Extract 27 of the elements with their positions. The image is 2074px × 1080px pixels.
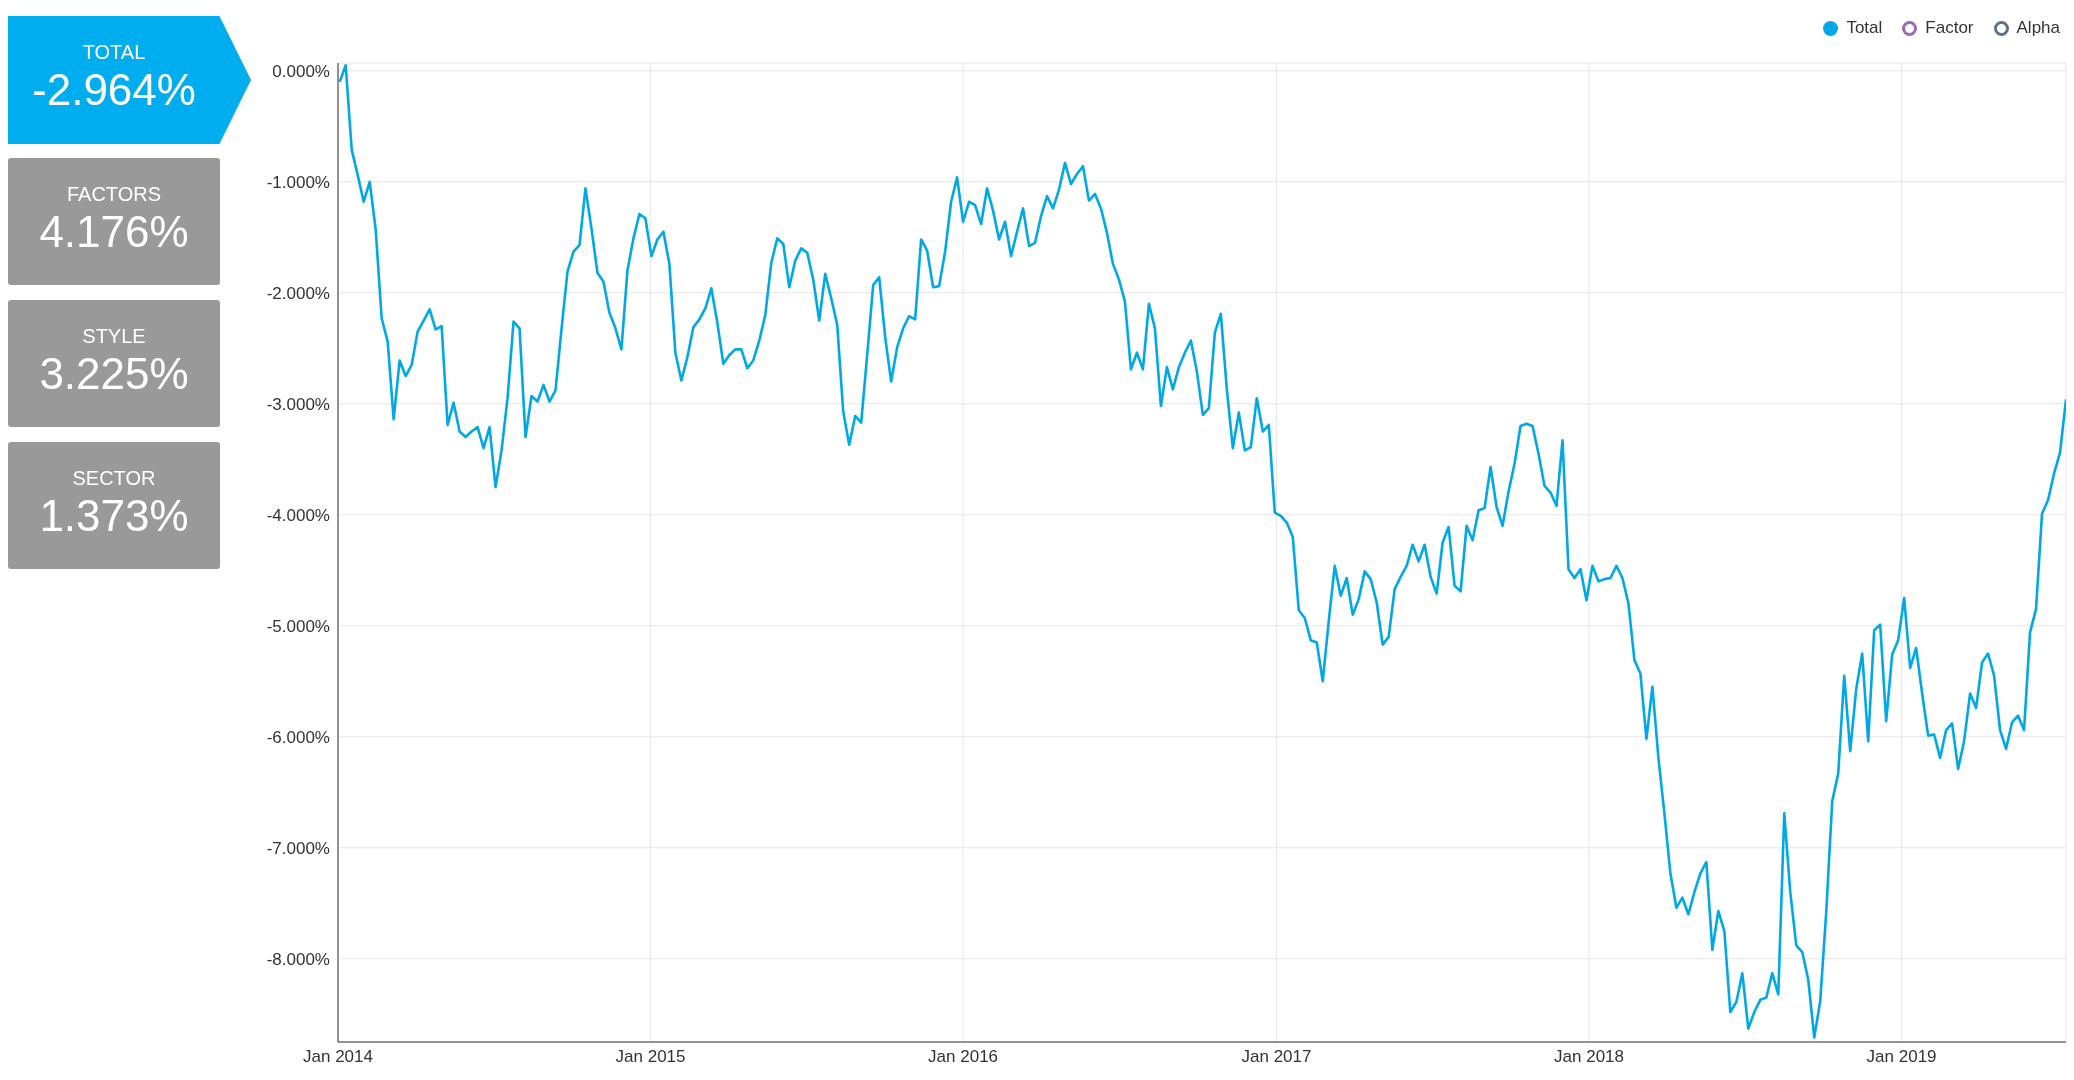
text: 1.373% [39, 491, 189, 540]
y-tick-label: -5.000% [266, 616, 330, 636]
category-label: TOTAL [81, 40, 147, 64]
category-label: SECTOR [71, 466, 157, 490]
x-tick-label: Jan 2017 [1241, 1047, 1312, 1067]
x-tick-label: Jan 2016 [928, 1047, 999, 1067]
y-tick-label: -1.000% [266, 172, 330, 192]
line-series [338, 63, 2066, 1039]
x-tick-label: Jan 2015 [615, 1047, 686, 1067]
legend-label: Alpha [2016, 18, 2060, 38]
legend-label: Factor [1925, 18, 1974, 38]
legend-label: Total [1846, 18, 1883, 38]
x-tick-label: Jan 2014 [303, 1047, 373, 1067]
y-tick-label: -8.000% [266, 949, 330, 969]
y-tick-label: -6.000% [266, 727, 330, 747]
x-tick-label: Jan 2019 [1866, 1047, 1937, 1067]
y-tick-label: -4.000% [266, 505, 330, 525]
y-tick-label: -2.000% [266, 283, 330, 303]
y-tick-label: -7.000% [266, 838, 330, 858]
y-tick-label: -3.000% [266, 394, 330, 414]
category-label: STYLE [81, 324, 147, 348]
text: 3.225% [39, 349, 189, 398]
category-label: FACTORS [65, 182, 163, 206]
text: -2.964% [32, 65, 196, 114]
text: 4.176% [39, 207, 189, 256]
x-tick-label: Jan 2018 [1554, 1047, 1625, 1067]
y-tick-label: 0.000% [272, 61, 330, 81]
